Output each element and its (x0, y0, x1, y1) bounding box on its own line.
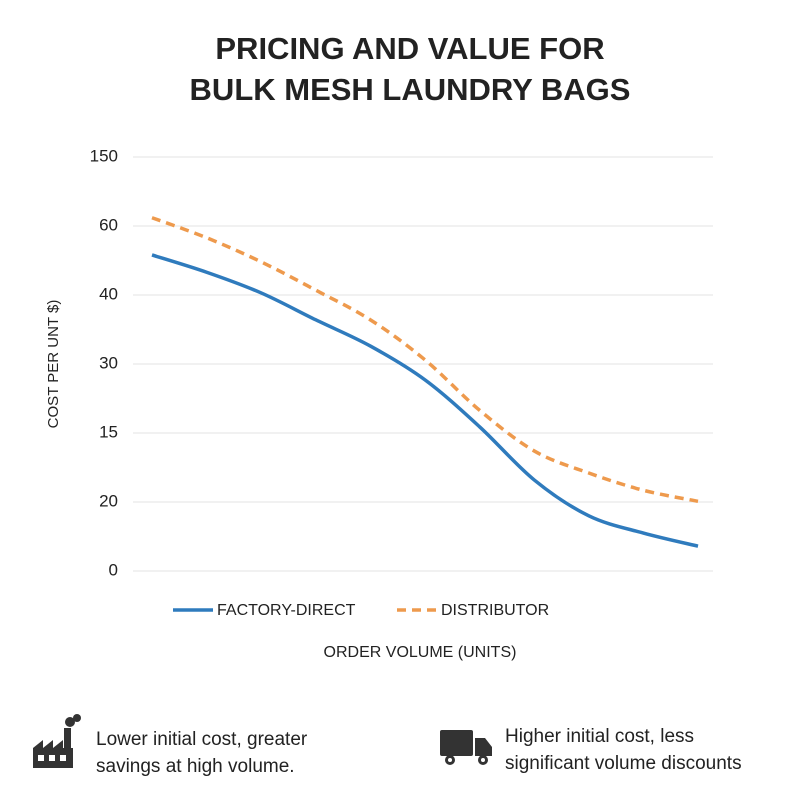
series-line (151, 216, 699, 504)
legend-label: FACTORY-DIRECT (217, 602, 356, 619)
note-text: Lower initial cost, greater (96, 729, 308, 750)
y-tick-label: 0 (109, 560, 118, 579)
note-text: significant volume discounts (505, 753, 742, 774)
factory-icon (33, 714, 81, 768)
chart-title: PRICING AND VALUE FOR (215, 31, 604, 66)
legend: FACTORY-DIRECT DISTRIBUTOR (173, 602, 549, 619)
truck-icon (440, 730, 492, 765)
legend-label: DISTRIBUTOR (441, 602, 549, 619)
y-tick-label: 15 (99, 422, 118, 441)
note-text: Higher initial cost, less (505, 726, 694, 747)
series-line (151, 253, 699, 548)
y-tick-label: 20 (99, 491, 118, 510)
y-tick-label: 60 (99, 215, 118, 234)
y-tick-label: 150 (90, 146, 118, 165)
y-axis-label: COST PER UNT $) (45, 300, 62, 429)
note-text: savings at high volume. (96, 756, 295, 777)
x-axis-label: ORDER VOLUME (UNITS) (324, 644, 517, 661)
y-tick-label: 30 (99, 353, 118, 372)
plot-area: 0 20 15 30 40 60 150 (90, 146, 713, 579)
y-tick-label: 40 (99, 284, 118, 303)
chart-title: BULK MESH LAUNDRY BAGS (190, 72, 631, 107)
